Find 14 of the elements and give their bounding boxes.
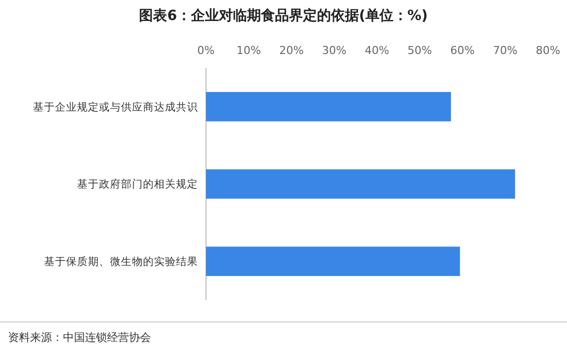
- x-tick-label: 20%: [279, 44, 304, 57]
- y-tick-label: 基于保质期、微生物的实验结果: [44, 255, 198, 268]
- chart-title: 图表6：企业对临期食品界定的依据(单位：%): [139, 7, 428, 24]
- x-tick-label: 50%: [408, 44, 432, 57]
- x-tick-label: 60%: [450, 44, 475, 57]
- x-tick-label: 80%: [536, 44, 560, 57]
- y-tick-label: 基于企业规定或与供应商达成共识: [33, 100, 198, 114]
- y-tick-label: 基于政府部门的相关规定: [77, 178, 198, 191]
- x-tick-label: 70%: [493, 44, 518, 57]
- x-tick-label: 10%: [236, 44, 261, 57]
- x-tick-label: 40%: [364, 44, 390, 57]
- text: 资料来源：中国连锁经营协会: [8, 331, 151, 344]
- x-tick-label: 30%: [322, 44, 346, 57]
- x-tick-label: 0%: [197, 44, 215, 57]
